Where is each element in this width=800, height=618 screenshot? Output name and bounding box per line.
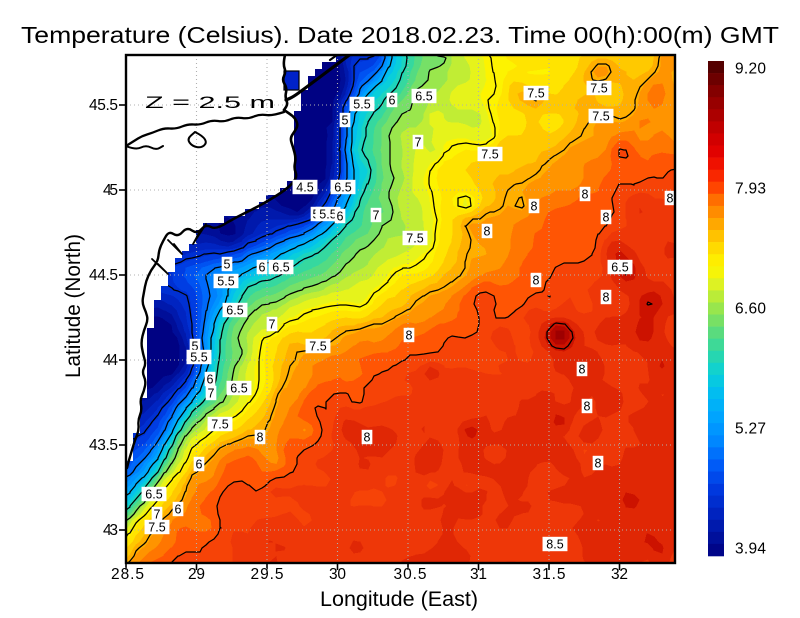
svg-text:31.5: 31.5 bbox=[533, 566, 566, 583]
svg-text:8: 8 bbox=[584, 400, 591, 414]
svg-text:7: 7 bbox=[415, 136, 422, 150]
svg-text:7.5: 7.5 bbox=[148, 521, 165, 535]
svg-text:8.5: 8.5 bbox=[546, 538, 563, 552]
svg-text:44.5: 44.5 bbox=[89, 267, 118, 284]
svg-text:7.5: 7.5 bbox=[590, 82, 607, 96]
svg-text:Z = 2.5 m: Z = 2.5 m bbox=[145, 93, 275, 112]
svg-text:7.5: 7.5 bbox=[592, 110, 609, 124]
svg-text:29.5: 29.5 bbox=[251, 566, 284, 583]
svg-text:8: 8 bbox=[531, 200, 538, 214]
svg-text:6.5: 6.5 bbox=[272, 261, 289, 275]
svg-text:8: 8 bbox=[364, 431, 371, 445]
svg-text:7.5: 7.5 bbox=[406, 232, 423, 246]
svg-text:7: 7 bbox=[373, 209, 380, 223]
svg-text:6.5: 6.5 bbox=[145, 488, 162, 502]
svg-text:30: 30 bbox=[329, 566, 346, 583]
svg-text:30.5: 30.5 bbox=[394, 566, 427, 583]
svg-text:44: 44 bbox=[103, 352, 118, 369]
svg-text:6: 6 bbox=[175, 503, 182, 517]
svg-text:7: 7 bbox=[208, 387, 215, 401]
svg-text:7.93: 7.93 bbox=[735, 181, 766, 198]
svg-text:45.5: 45.5 bbox=[89, 97, 118, 114]
svg-text:8: 8 bbox=[533, 274, 540, 288]
svg-text:8: 8 bbox=[406, 329, 413, 343]
svg-text:43: 43 bbox=[103, 522, 118, 539]
svg-text:Longitude (East): Longitude (East) bbox=[320, 587, 478, 611]
svg-text:8: 8 bbox=[603, 291, 610, 305]
svg-text:5: 5 bbox=[342, 114, 349, 128]
svg-text:29: 29 bbox=[188, 566, 205, 583]
svg-text:7.5: 7.5 bbox=[309, 340, 326, 354]
svg-text:7.5: 7.5 bbox=[481, 148, 498, 162]
svg-text:5.5: 5.5 bbox=[319, 208, 336, 222]
svg-text:5.5: 5.5 bbox=[190, 351, 207, 365]
svg-text:7.5: 7.5 bbox=[211, 418, 228, 432]
svg-text:9.20: 9.20 bbox=[735, 61, 766, 78]
svg-text:6.5: 6.5 bbox=[334, 181, 351, 195]
svg-text:5: 5 bbox=[224, 258, 231, 272]
svg-text:8: 8 bbox=[257, 431, 264, 445]
svg-text:8: 8 bbox=[595, 457, 602, 471]
svg-text:Temperature (Celsius). Date 20: Temperature (Celsius). Date 2018.02.23. … bbox=[21, 22, 779, 48]
svg-text:6: 6 bbox=[337, 210, 344, 224]
svg-text:5.5: 5.5 bbox=[353, 98, 370, 112]
svg-text:7: 7 bbox=[154, 508, 161, 522]
svg-text:7.5: 7.5 bbox=[527, 87, 544, 101]
svg-text:8: 8 bbox=[667, 192, 674, 206]
svg-text:43.5: 43.5 bbox=[89, 437, 118, 454]
svg-text:6.60: 6.60 bbox=[735, 301, 766, 318]
svg-text:6.5: 6.5 bbox=[230, 382, 247, 396]
svg-text:8: 8 bbox=[484, 225, 491, 239]
svg-text:31: 31 bbox=[470, 566, 487, 583]
svg-text:3.94: 3.94 bbox=[735, 541, 766, 558]
svg-text:5.5: 5.5 bbox=[217, 275, 234, 289]
svg-text:32: 32 bbox=[611, 566, 628, 583]
svg-text:7: 7 bbox=[269, 318, 276, 332]
svg-text:8: 8 bbox=[579, 363, 586, 377]
svg-text:6: 6 bbox=[207, 373, 214, 387]
svg-text:5: 5 bbox=[192, 340, 199, 354]
svg-text:6.5: 6.5 bbox=[226, 304, 243, 318]
svg-text:6.5: 6.5 bbox=[415, 90, 432, 104]
svg-text:Latitude (North): Latitude (North) bbox=[61, 234, 85, 378]
svg-text:6.5: 6.5 bbox=[611, 261, 628, 275]
svg-text:6: 6 bbox=[196, 458, 203, 472]
svg-text:6: 6 bbox=[259, 261, 266, 275]
svg-text:8: 8 bbox=[603, 211, 610, 225]
svg-text:28.5: 28.5 bbox=[111, 566, 144, 583]
svg-text:8: 8 bbox=[582, 188, 589, 202]
svg-text:5.27: 5.27 bbox=[735, 421, 766, 438]
svg-text:4.5: 4.5 bbox=[296, 181, 313, 195]
svg-text:45: 45 bbox=[103, 182, 118, 199]
svg-text:6: 6 bbox=[389, 94, 396, 108]
